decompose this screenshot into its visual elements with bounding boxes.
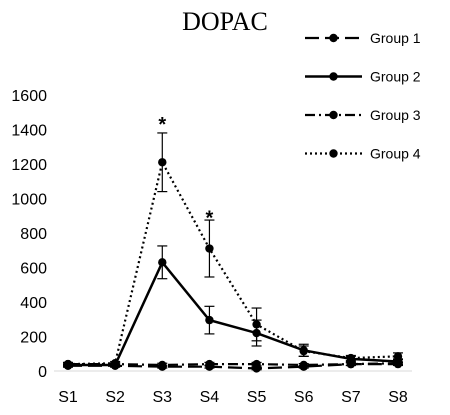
data-point: [205, 244, 214, 253]
legend-marker: [329, 33, 338, 43]
legend-entry: Group 1: [305, 30, 421, 46]
data-point: [158, 158, 167, 167]
y-tick-label: 200: [20, 330, 47, 347]
data-point: [252, 320, 261, 329]
series-line: [68, 363, 398, 370]
significance-marker: *: [206, 207, 214, 229]
y-tick-label: 800: [20, 226, 47, 243]
series-layer: [63, 132, 403, 373]
legend-label: Group 1: [370, 30, 421, 46]
legend-marker: [329, 72, 338, 81]
x-tick-label: S4: [200, 389, 220, 406]
legend: Group 1 Group 2 Group 3 Group 4: [305, 30, 421, 162]
chart-title: DOPAC: [182, 7, 268, 36]
data-point: [158, 258, 167, 267]
series-line: [68, 362, 399, 367]
data-point: [205, 359, 214, 369]
y-tick-label: 0: [38, 364, 47, 381]
x-tick-label: S1: [58, 389, 78, 406]
data-point: [110, 359, 120, 368]
annotation-layer: **: [158, 114, 213, 229]
x-tick-label: S5: [247, 389, 267, 406]
legend-label: Group 3: [370, 107, 421, 123]
x-tick-label: S2: [105, 389, 125, 406]
y-tick-label: 1600: [11, 88, 47, 105]
legend-label: Group 4: [370, 146, 421, 162]
x-tick-label: S6: [294, 389, 314, 406]
y-tick-label: 400: [20, 295, 47, 312]
y-tick-label: 1200: [11, 157, 47, 174]
series-line: [67, 159, 399, 366]
data-point: [299, 346, 308, 356]
y-tick-label: 600: [20, 261, 47, 278]
data-point: [299, 360, 308, 370]
data-point: [393, 359, 403, 368]
legend-entry: Group 4: [305, 146, 421, 162]
y-tick-label: 1000: [11, 192, 47, 209]
y-tick-label: 1400: [11, 123, 47, 140]
data-point: [158, 360, 167, 370]
legend-marker: [329, 149, 338, 158]
legend-entry: Group 2: [305, 69, 421, 85]
series-2: [63, 245, 403, 370]
data-point: [205, 315, 214, 325]
legend-entry: Group 3: [305, 107, 421, 123]
data-point: [393, 352, 403, 361]
x-tick-label: S8: [388, 389, 408, 406]
axes: 0 200 400 600 800 1000 1200 1400 1600 S1 S2 S3 S4 S5 S…: [11, 88, 412, 406]
data-point: [63, 359, 73, 369]
legend-marker: [329, 110, 338, 120]
x-tick-label: S7: [341, 389, 361, 406]
data-point: [346, 353, 356, 363]
data-point: [252, 359, 261, 369]
legend-label: Group 2: [370, 69, 421, 85]
series-4: [63, 132, 403, 369]
significance-marker: *: [158, 114, 166, 136]
data-point: [346, 359, 356, 369]
x-tick-label: S3: [152, 389, 172, 406]
